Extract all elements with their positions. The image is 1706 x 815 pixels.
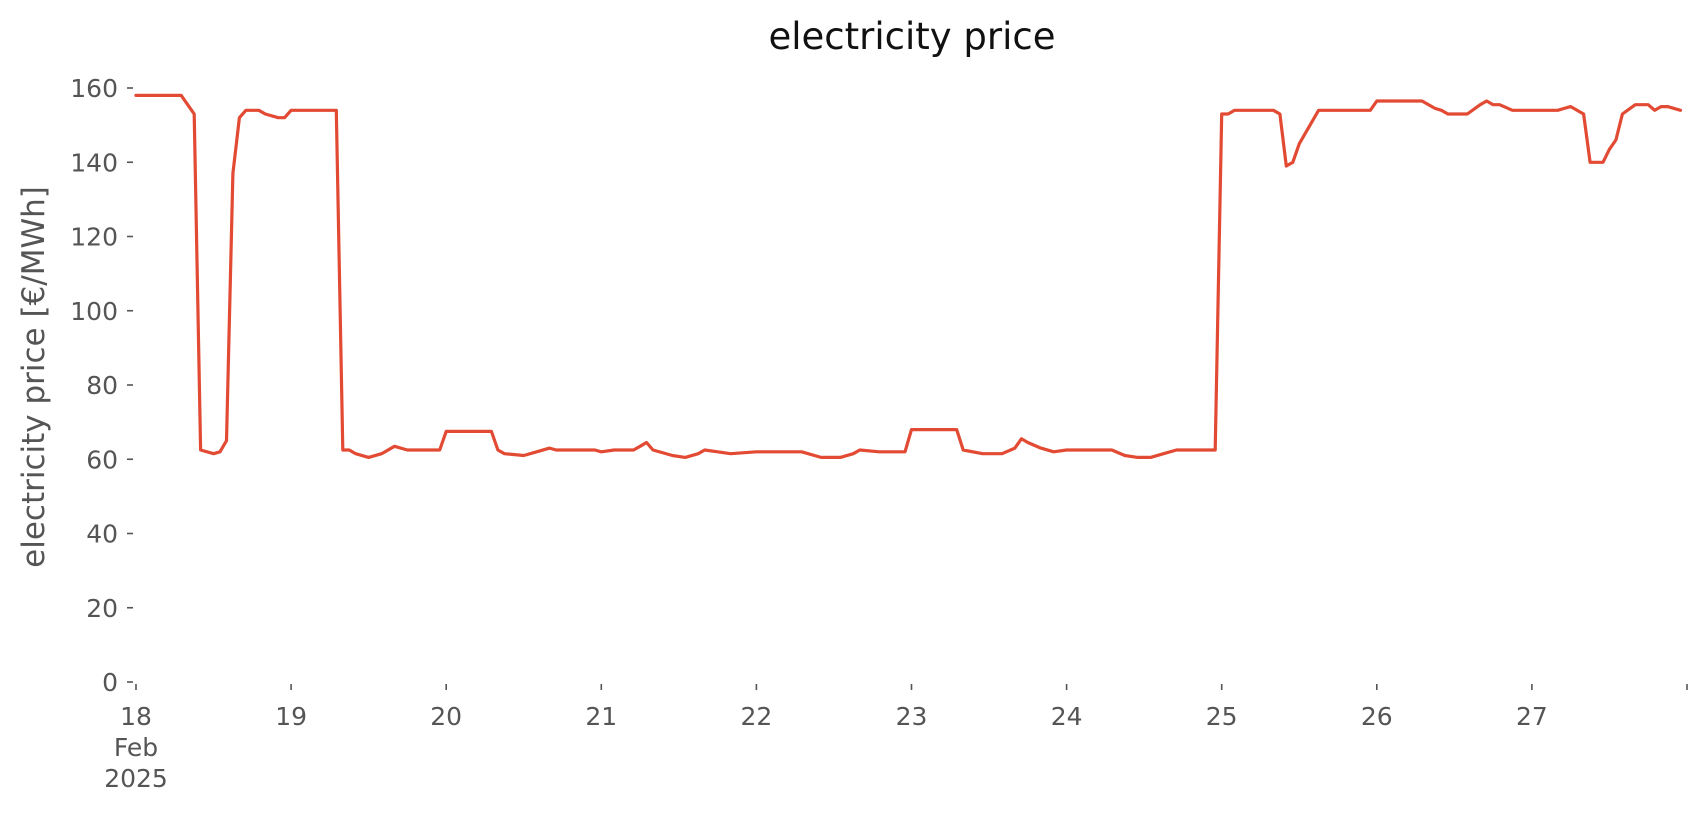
- x-tick-label: 20: [430, 702, 462, 731]
- y-axis: 0 20 40 60 80 100 120 140 160: [70, 74, 133, 697]
- y-tick-label: 20: [86, 594, 118, 623]
- y-tick-label: 0: [102, 668, 118, 697]
- y-axis-label: electricity price [€/MWh]: [16, 186, 52, 568]
- y-tick-label: 100: [70, 297, 118, 326]
- x-tick-label: 19: [275, 702, 307, 731]
- price-series-line: [134, 93, 1683, 459]
- y-tick-label: 140: [70, 148, 118, 177]
- x-tick-label: 25: [1206, 702, 1238, 731]
- x-tick-label: 18 Feb 2025: [104, 702, 168, 793]
- x-tick-label: 22: [740, 702, 772, 731]
- plot-area: [134, 93, 1683, 459]
- x-tick-label: 21: [585, 702, 617, 731]
- x-tick-label: 24: [1051, 702, 1083, 731]
- y-tick-label: 120: [70, 223, 118, 252]
- y-tick-label: 160: [70, 74, 118, 103]
- chart-title: electricity price: [768, 15, 1055, 58]
- y-tick-label: 80: [86, 371, 118, 400]
- y-tick-label: 60: [86, 445, 118, 474]
- x-tick-label: 23: [896, 702, 928, 731]
- x-tick-label: 26: [1361, 702, 1393, 731]
- x-tick-label: 27: [1516, 702, 1548, 731]
- y-tick-label: 40: [86, 520, 118, 549]
- x-axis: 18 Feb 2025 19 20 21 22 23 24 25 26 27: [104, 684, 1688, 793]
